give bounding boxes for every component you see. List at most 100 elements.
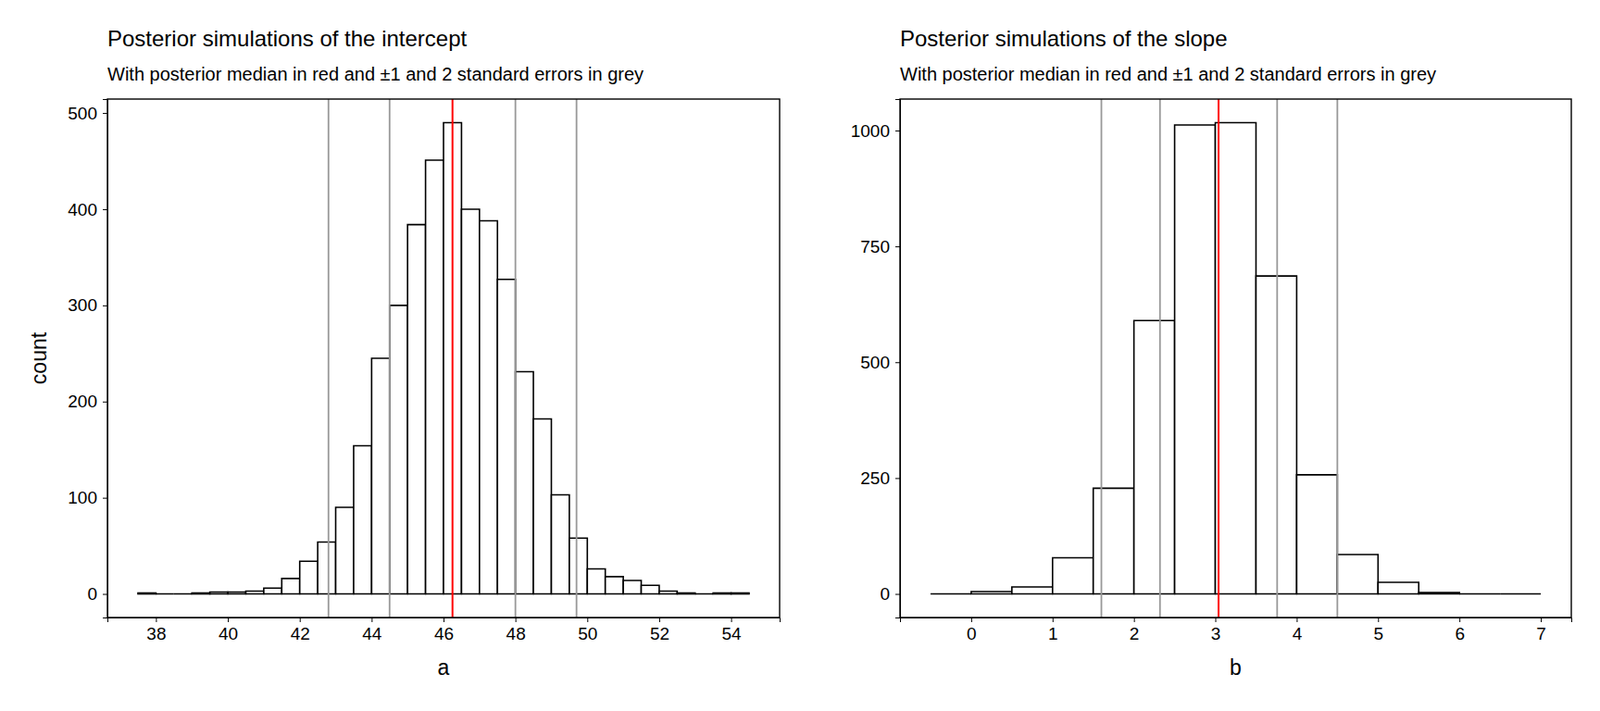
x-tick: 38 — [146, 617, 166, 644]
y-tick-mark — [895, 594, 900, 596]
x-tick-label: 3 — [1211, 624, 1222, 644]
bar — [587, 569, 605, 595]
x-tick: 54 — [722, 617, 743, 644]
y-tick: 250 — [860, 468, 900, 488]
x-tick-label: 38 — [146, 624, 166, 644]
x-tick: 7 — [1536, 617, 1547, 644]
x-tick-mark — [1052, 617, 1054, 623]
y-axis-line — [895, 100, 901, 619]
x-tick: 52 — [650, 617, 670, 644]
x-tick-label: 44 — [362, 624, 383, 644]
bar — [371, 358, 389, 595]
y-tick: 100 — [67, 487, 108, 508]
bar — [1500, 593, 1541, 596]
bar — [137, 593, 156, 595]
y-tick-mark — [895, 477, 900, 479]
title: Posterior simulations of the slope — [900, 25, 1228, 51]
se-line — [575, 99, 578, 618]
bar — [515, 372, 534, 595]
x-axis-line — [900, 618, 1573, 624]
x-tick-mark — [1215, 617, 1217, 623]
y-tick-label: 1000 — [850, 121, 890, 141]
bar — [641, 585, 660, 594]
x-tick: 44 — [362, 617, 383, 644]
y-tick-label: 300 — [67, 295, 98, 315]
y-tick-label: 250 — [860, 468, 890, 488]
x-tick: 50 — [577, 617, 598, 644]
x-tick-label: 40 — [218, 624, 238, 644]
x-tick: 0 — [966, 617, 977, 644]
y-tick-mark — [102, 594, 108, 596]
y-tick-mark — [102, 498, 108, 500]
y-tick: 400 — [67, 200, 108, 220]
bar — [1459, 593, 1500, 596]
y-tick: 0 — [87, 584, 108, 604]
x-tick: 4 — [1292, 617, 1303, 644]
se-line — [1275, 99, 1278, 618]
bar — [550, 495, 569, 595]
bar — [1296, 475, 1338, 595]
x-tick: 48 — [506, 617, 526, 644]
bar — [569, 537, 588, 594]
x-tick-mark — [371, 617, 373, 623]
bar — [971, 591, 1013, 595]
x-tick-label: 52 — [650, 624, 670, 644]
subtitle: With posterior median in red and ±1 and … — [107, 63, 644, 85]
y-tick: 1000 — [850, 121, 900, 141]
x-tick-label: 48 — [506, 624, 526, 644]
panel: Posterior simulations of the slope With p… — [850, 25, 1573, 680]
y-tick-label: 750 — [860, 237, 890, 257]
x-tick: 6 — [1454, 617, 1465, 644]
plot-frame — [107, 99, 780, 618]
y-axis: 0100200300400500 — [67, 100, 108, 619]
bar — [930, 593, 972, 596]
se-line — [388, 99, 391, 618]
median-line — [1217, 99, 1220, 618]
x-tick: 40 — [218, 617, 238, 644]
subtitle: With posterior median in red and ±1 and … — [900, 63, 1437, 85]
median-line — [451, 99, 454, 618]
x-tick-mark — [731, 617, 733, 623]
x-axis-line — [108, 618, 781, 624]
bar — [281, 578, 300, 595]
bar — [623, 580, 641, 595]
bar — [353, 446, 372, 595]
plot-frame — [900, 99, 1572, 618]
y-tick-mark — [102, 112, 108, 114]
y-tick: 300 — [67, 295, 108, 315]
x-tick-label: 2 — [1129, 624, 1140, 644]
plot-area — [930, 99, 1541, 618]
bar — [425, 160, 444, 595]
bar — [227, 591, 246, 594]
bar — [174, 593, 192, 596]
x-tick: 3 — [1211, 617, 1222, 644]
bar — [1052, 558, 1094, 595]
bar — [712, 593, 731, 595]
x-tick-mark — [443, 617, 445, 623]
x-tick-mark — [227, 617, 229, 623]
plot-area — [137, 99, 750, 618]
x-axis-label: b — [1229, 655, 1242, 680]
x-axis-label: a — [437, 655, 450, 680]
y-axis: 02505007501000 — [850, 100, 901, 619]
y-tick-mark — [895, 362, 900, 363]
x-axis: 384042444648505254 — [108, 617, 781, 644]
x-tick-mark — [971, 617, 973, 623]
x-tick-mark — [300, 617, 301, 623]
bar — [336, 507, 354, 595]
y-axis-label: count — [26, 331, 51, 385]
y-tick: 500 — [67, 103, 108, 124]
x-tick-label: 7 — [1536, 624, 1547, 644]
se-line — [327, 99, 330, 618]
x-tick: 42 — [290, 617, 311, 644]
y-tick-mark — [102, 401, 108, 403]
bar — [731, 593, 750, 595]
y-tick-label: 400 — [67, 200, 98, 220]
y-tick-label: 500 — [67, 103, 98, 124]
bar — [497, 279, 515, 595]
title: Posterior simulations of the intercept — [107, 25, 468, 51]
bar — [155, 593, 174, 596]
x-tick-label: 0 — [966, 624, 977, 644]
se-line — [1100, 99, 1103, 618]
x-tick-label: 54 — [722, 624, 743, 644]
